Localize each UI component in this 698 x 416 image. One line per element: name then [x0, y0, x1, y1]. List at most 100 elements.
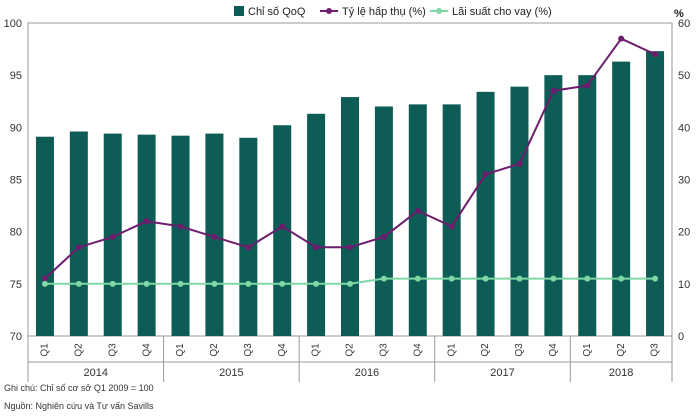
x-tick-label: Q4: [412, 343, 423, 357]
bar: [374, 106, 393, 336]
absorption-point: [245, 244, 252, 251]
x-tick-label: Q2: [73, 343, 84, 357]
x-tick-label: Q1: [446, 343, 457, 357]
x-tick-label: Q2: [480, 343, 491, 357]
lending-rate-point: [380, 275, 387, 282]
absorption-point: [279, 223, 286, 230]
y-right-tick-label: 10: [678, 279, 690, 291]
y-right-tick-label: 0: [678, 331, 684, 343]
absorption-point: [143, 218, 150, 225]
x-axis: Q1 Q2 Q3 Q4 Q1 Q2 Q3 Q4 Q1 Q2 Q3 Q4 Q1 Q2 Q3 Q4 Q1 Q2 Q320…: [27, 336, 673, 382]
lending-rate-point: [109, 280, 116, 287]
x-tick-label: Q1: [311, 343, 322, 357]
absorption-point: [347, 244, 353, 251]
x-tick-label: Q3: [514, 343, 525, 357]
absorption-point: [482, 171, 489, 178]
absorption-point: [652, 51, 659, 58]
bar: [171, 135, 190, 336]
x-tick-label: Q4: [277, 343, 288, 357]
lending-rate-point: [652, 275, 659, 282]
bar: [510, 86, 529, 336]
bar: [35, 136, 54, 336]
bar: [341, 97, 359, 337]
absorption-point: [313, 244, 320, 251]
year-label: 2016: [355, 367, 379, 379]
absorption-point: [211, 233, 218, 240]
y-right-unit-label: %: [674, 8, 684, 20]
lending-rate-point: [211, 280, 218, 287]
axes: 70 75 80 85 90 95 100 0 10 20 30 40 50 60%: [4, 8, 691, 343]
y-left-tick-label: 80: [10, 227, 22, 239]
x-tick-label: Q4: [548, 343, 559, 357]
absorption-point: [380, 233, 387, 240]
legend-swatch-marker: [326, 8, 332, 14]
y-right-tick-label: 30: [678, 175, 690, 187]
bar: [476, 91, 495, 336]
x-tick-label: Q3: [107, 343, 118, 357]
absorption-point: [75, 244, 82, 251]
y-right-tick-label: 60: [678, 18, 690, 30]
absorption-point: [584, 82, 591, 89]
lending-rate-point: [584, 275, 591, 282]
y-right-tick-label: 20: [678, 227, 690, 239]
legend: Chỉ số QoQ Tỷ lệ hấp thụ (%) Lãi suất cho …: [234, 6, 552, 18]
legend-label: Tỷ lệ hấp thụ (%): [342, 6, 426, 18]
x-tick-label: Q3: [650, 343, 661, 357]
year-label: 2015: [219, 367, 243, 379]
year-label: 2018: [609, 367, 633, 379]
x-tick-label: Q3: [379, 343, 390, 357]
lending-rate-point: [516, 275, 523, 282]
bar: [612, 61, 631, 336]
legend-label: Chỉ số QoQ: [248, 6, 306, 18]
footnote-base-index: Ghi chú: Chỉ số cơ sở Q1 2009 = 100: [4, 383, 154, 393]
x-tick-label: Q2: [209, 343, 220, 357]
y-left-tick-label: 100: [4, 18, 22, 30]
y-left-tick-label: 75: [10, 279, 22, 291]
year-label: 2014: [84, 367, 108, 379]
absorption-point: [618, 35, 625, 42]
x-tick-label: Q3: [243, 343, 254, 357]
x-tick-label: Q2: [616, 343, 627, 357]
bar: [578, 75, 597, 337]
year-label: 2017: [490, 367, 514, 379]
bar: [442, 104, 461, 336]
absorption-point: [41, 275, 48, 282]
lines-series: [41, 35, 659, 287]
bar: [544, 75, 563, 337]
legend-swatch-bar: [234, 6, 244, 16]
lending-rate-point: [550, 275, 557, 282]
bar: [307, 113, 326, 337]
y-right-tick-label: 40: [678, 122, 690, 134]
lending-rate-point: [618, 275, 625, 282]
bars-series: [35, 51, 665, 337]
lending-rate-point: [414, 275, 421, 282]
absorption-point: [550, 87, 557, 94]
y-left-tick-label: 95: [10, 70, 22, 82]
x-tick-label: Q1: [582, 343, 593, 357]
bar: [646, 51, 665, 337]
bar: [408, 104, 427, 336]
lending-rate-point: [143, 280, 150, 287]
absorption-point: [516, 160, 523, 167]
y-left-tick-label: 70: [10, 331, 22, 343]
absorption-point: [109, 233, 116, 240]
lending-rate-point: [279, 280, 286, 287]
lending-rate-point: [313, 280, 320, 287]
x-tick-label: Q1: [40, 343, 51, 357]
lending-rate-point: [41, 280, 48, 287]
x-tick-label: Q4: [141, 343, 152, 357]
bar: [69, 131, 88, 336]
lending-rate-point: [177, 280, 184, 287]
y-left-tick-label: 90: [10, 122, 22, 134]
x-tick-label: Q1: [175, 343, 186, 357]
bar: [239, 137, 258, 336]
footnote-source: Nguồn: Nghiên cứu và Tư vấn Savills: [4, 401, 154, 411]
y-left-tick-label: 85: [10, 175, 22, 187]
lending-rate-point: [482, 275, 489, 282]
lending-rate-point: [347, 280, 353, 287]
x-tick-label: Q2: [345, 343, 356, 357]
absorption-point: [177, 223, 184, 230]
legend-label: Lãi suất cho vay (%): [452, 6, 552, 18]
lending-rate-point: [245, 280, 252, 287]
